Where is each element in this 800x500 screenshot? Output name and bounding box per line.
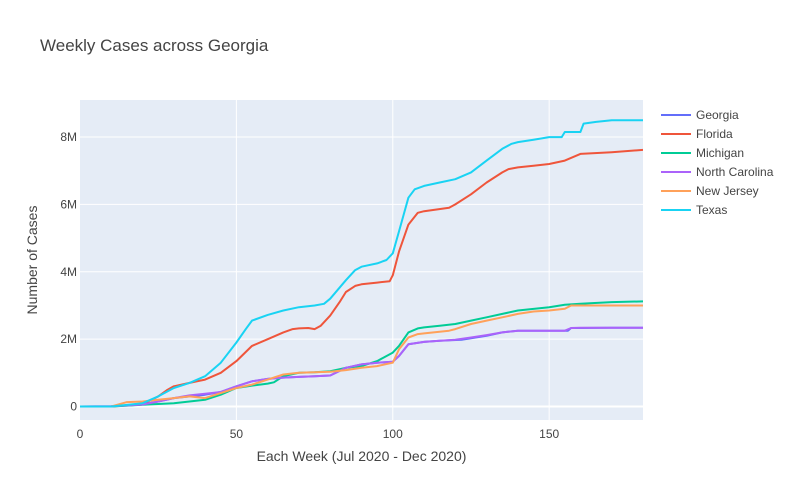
legend-item-north-carolina[interactable]: North Carolina xyxy=(661,165,774,179)
series-line-texas xyxy=(80,119,643,408)
y-tick-label: 8M xyxy=(60,130,77,144)
legend-label: Florida xyxy=(696,127,733,141)
series-line-michigan xyxy=(80,300,643,408)
legend-label: North Carolina xyxy=(696,165,774,179)
chart-title: Weekly Cases across Georgia xyxy=(40,36,269,55)
y-tick-label: 0 xyxy=(70,400,77,414)
series-lines xyxy=(80,119,643,408)
legend-item-new-jersey[interactable]: New Jersey xyxy=(661,184,759,198)
legend-item-florida[interactable]: Florida xyxy=(661,127,733,141)
x-tick-label: 150 xyxy=(539,427,559,441)
legend-label: New Jersey xyxy=(696,184,759,198)
grid-lines xyxy=(80,100,643,420)
legend-item-michigan[interactable]: Michigan xyxy=(661,146,744,160)
series-line-new-jersey xyxy=(80,304,643,408)
y-tick-label: 6M xyxy=(60,197,77,211)
y-tick-label: 2M xyxy=(60,332,77,346)
legend-label: Texas xyxy=(696,203,727,217)
x-tick-label: 0 xyxy=(77,427,84,441)
plot-area xyxy=(80,100,643,420)
legend-item-texas[interactable]: Texas xyxy=(661,203,727,217)
tick-labels: 0 50 100 150 0 2M 4M 6M 8M xyxy=(60,130,559,441)
series-line-florida xyxy=(80,148,643,408)
x-axis-title: Each Week (Jul 2020 - Dec 2020) xyxy=(257,448,467,464)
legend[interactable]: Georgia Florida Michigan North Carolina New … xyxy=(661,108,774,217)
series-line-north-carolina xyxy=(80,326,643,408)
legend-label: Michigan xyxy=(696,146,744,160)
y-axis-title: Number of Cases xyxy=(24,206,40,315)
y-tick-label: 4M xyxy=(60,265,77,279)
legend-item-georgia[interactable]: Georgia xyxy=(661,108,739,122)
x-tick-label: 50 xyxy=(230,427,244,441)
x-tick-label: 100 xyxy=(383,427,403,441)
legend-label: Georgia xyxy=(696,108,739,122)
